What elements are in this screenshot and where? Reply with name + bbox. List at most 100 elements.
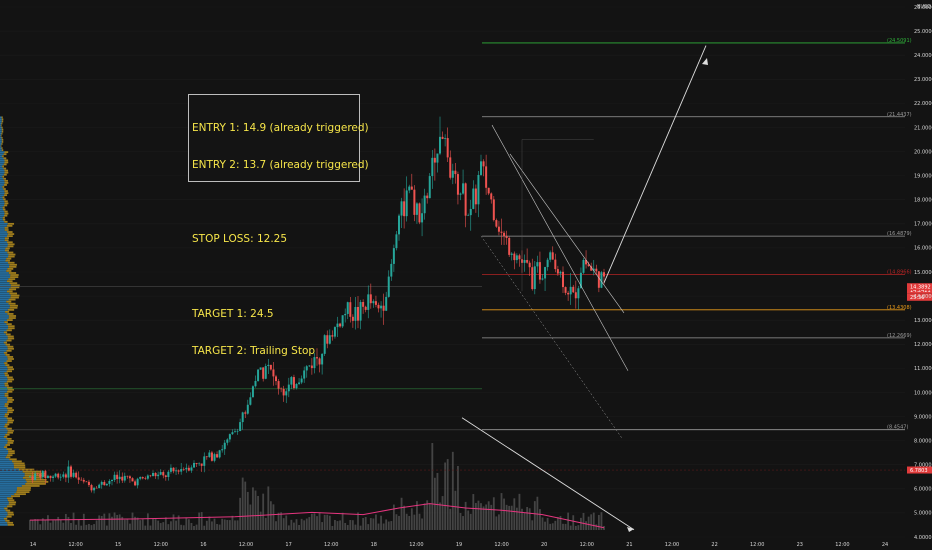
- volume-profile-sell: [7, 388, 14, 391]
- volume-bar: [213, 518, 216, 530]
- candle-body: [446, 138, 449, 158]
- volume-bar: [131, 512, 134, 530]
- volume-profile-buy: [0, 126, 2, 129]
- volume-bar: [462, 516, 464, 530]
- candle-body: [262, 367, 265, 379]
- candle-body: [244, 412, 247, 414]
- volume-profile-sell: [3, 153, 7, 156]
- volume-profile-buy: [0, 368, 8, 371]
- volume-profile-sell: [5, 259, 10, 262]
- candle-body: [100, 481, 103, 485]
- candle-body: [80, 479, 83, 481]
- volume-bar: [111, 516, 113, 530]
- volume-profile-buy: [0, 347, 8, 350]
- candle-body: [439, 136, 441, 154]
- volume-profile-sell: [6, 339, 12, 342]
- volume-bar: [226, 519, 229, 530]
- volume-bar: [164, 517, 167, 530]
- volume-profile-sell: [3, 341, 8, 344]
- volume-bar: [144, 525, 147, 530]
- volume-profile-sell: [6, 257, 12, 260]
- candle-body: [390, 263, 393, 277]
- volume-bar: [531, 520, 534, 530]
- volume-bar: [195, 524, 198, 530]
- volume-bars: [29, 443, 605, 530]
- y-tick-label: 14.0000: [914, 294, 932, 300]
- volume-profile-buy: [0, 181, 5, 184]
- volume-bar: [280, 512, 283, 530]
- candle-body: [280, 388, 283, 390]
- volume-bar: [72, 512, 75, 530]
- volume-profile-buy: [0, 401, 7, 403]
- volume-ma-line: [29, 503, 605, 529]
- candle-body: [546, 259, 549, 268]
- volume-profile-buy: [0, 427, 7, 430]
- volume-profile-buy: [0, 386, 7, 389]
- volume-profile-sell: [1, 130, 4, 133]
- volume-profile-buy: [0, 497, 8, 500]
- volume-profile-sell: [9, 292, 18, 295]
- volume-profile-sell: [18, 468, 35, 471]
- candle-body: [359, 301, 362, 321]
- volume-bar: [439, 502, 441, 530]
- volume-profile-buy: [0, 362, 5, 364]
- y-tick-label: 25.0000: [914, 29, 932, 35]
- volume-bar: [205, 520, 208, 530]
- volume-bar: [508, 505, 511, 530]
- volume-profile-sell: [7, 308, 15, 311]
- volume-bar: [490, 504, 493, 530]
- candle-body: [231, 432, 234, 435]
- volume-bar: [444, 462, 447, 530]
- volume-bar: [234, 520, 236, 530]
- volume-bar: [403, 505, 406, 530]
- volume-profile-sell: [21, 485, 40, 487]
- volume-profile-buy: [0, 292, 10, 295]
- candle-body: [34, 473, 37, 481]
- candle-body: [285, 391, 288, 396]
- volume-bar: [172, 514, 175, 530]
- volume-profile-sell: [4, 181, 9, 184]
- volume-profile-sell: [3, 517, 8, 520]
- volume-profile-sell: [4, 220, 8, 223]
- volume-profile-buy: [0, 265, 10, 268]
- candle-body: [136, 478, 139, 486]
- volume-bar: [364, 517, 367, 530]
- price-tag-label: 25:36: [910, 295, 924, 301]
- candle-body: [223, 442, 226, 450]
- volume-profile-sell: [7, 421, 13, 424]
- volume-profile-buy: [0, 513, 8, 516]
- candle-body: [497, 226, 500, 232]
- candle-body: [75, 472, 78, 478]
- volume-bar: [474, 502, 477, 530]
- blank-line: [192, 271, 356, 283]
- level-label: (24.5091): [887, 38, 912, 44]
- candle-body: [485, 166, 488, 188]
- volume-bar: [141, 519, 144, 530]
- candle-body: [600, 272, 603, 288]
- volume-profile-buy: [0, 423, 6, 426]
- candle-body: [167, 471, 170, 478]
- volume-profile-sell: [8, 255, 15, 258]
- volume-bar: [454, 490, 457, 530]
- candle-body: [533, 266, 536, 290]
- volume-profile-buy: [0, 433, 6, 436]
- volume-profile-sell: [6, 427, 12, 430]
- candle-body: [369, 294, 372, 304]
- volume-profile-buy: [0, 417, 7, 420]
- volume-profile-sell: [6, 300, 12, 303]
- volume-bar: [190, 522, 193, 530]
- volume-profile-buy: [0, 120, 2, 123]
- trade-plan-note[interactable]: ENTRY 1: 14.9 (already triggered) ENTRY …: [188, 94, 369, 357]
- volume-profile-buy: [0, 444, 6, 446]
- volume-profile-buy: [0, 366, 8, 369]
- volume-profile-sell: [25, 483, 46, 485]
- volume-profile-buy: [0, 290, 7, 293]
- volume-profile-buy: [0, 280, 7, 283]
- volume-bar: [567, 512, 570, 530]
- volume-bar: [587, 516, 590, 530]
- volume-profile-sell: [2, 175, 5, 178]
- volume-bar: [436, 472, 439, 530]
- candle-body: [467, 215, 470, 216]
- candle-body: [205, 456, 208, 458]
